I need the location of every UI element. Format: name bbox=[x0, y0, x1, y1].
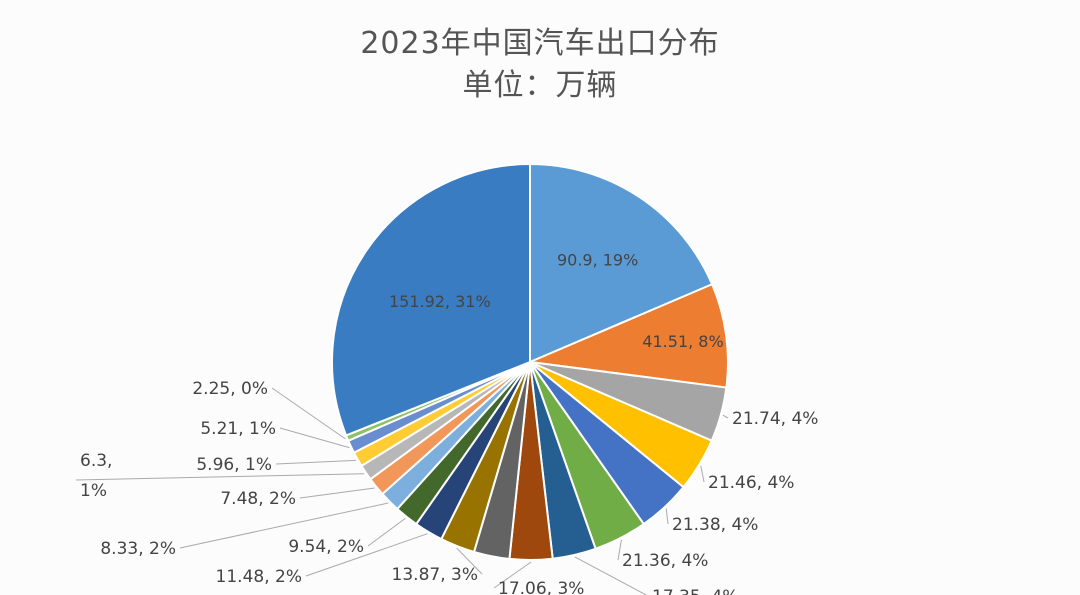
slice-label: 17.35, 4% bbox=[652, 587, 738, 595]
leader-line bbox=[493, 561, 532, 589]
leader-line bbox=[700, 465, 705, 483]
slice-label: 21.46, 4% bbox=[708, 473, 794, 493]
pie-slice bbox=[529, 162, 714, 364]
slice-label: 13.87, 3% bbox=[392, 565, 478, 585]
slice-label: 151.92, 31% bbox=[389, 292, 491, 311]
slice-label: 21.38, 4% bbox=[672, 515, 758, 535]
pie-slice bbox=[331, 162, 531, 437]
slice-label: 21.36, 4% bbox=[622, 551, 708, 571]
leader-line bbox=[574, 556, 648, 595]
leader-line bbox=[367, 517, 406, 547]
slice-label: 5.96, 1% bbox=[196, 455, 272, 475]
leader-line bbox=[179, 502, 389, 549]
slice-label: 90.9, 19% bbox=[557, 251, 638, 270]
leader-line bbox=[617, 539, 622, 561]
leader-line bbox=[275, 459, 356, 465]
slice-label: 41.51, 8% bbox=[642, 332, 723, 351]
slice-label: 11.48, 2% bbox=[216, 567, 302, 587]
leader-line bbox=[722, 414, 729, 419]
slice-label: 2.25, 0% bbox=[192, 379, 268, 399]
slice-label: 7.48, 2% bbox=[220, 489, 296, 509]
leader-line bbox=[299, 487, 375, 499]
slice-label: 6.3, 1% bbox=[80, 451, 112, 501]
leader-line bbox=[279, 427, 350, 449]
pie-slice bbox=[526, 282, 729, 389]
slice-label: 8.33, 2% bbox=[100, 539, 176, 559]
slice-label: 17.06, 3% bbox=[498, 579, 584, 595]
slice-label: 9.54, 2% bbox=[288, 537, 364, 557]
chart-subtitle: 单位：万辆 bbox=[462, 68, 618, 103]
slice-label: 5.21, 1% bbox=[200, 419, 276, 439]
chart-title: 2023年中国汽车出口分布 bbox=[360, 26, 720, 61]
leader-line bbox=[75, 473, 365, 481]
slice-label: 21.74, 4% bbox=[732, 409, 818, 429]
leader-line bbox=[305, 533, 428, 577]
leader-line bbox=[271, 387, 346, 440]
leader-line bbox=[456, 547, 483, 575]
leader-line bbox=[665, 508, 669, 525]
